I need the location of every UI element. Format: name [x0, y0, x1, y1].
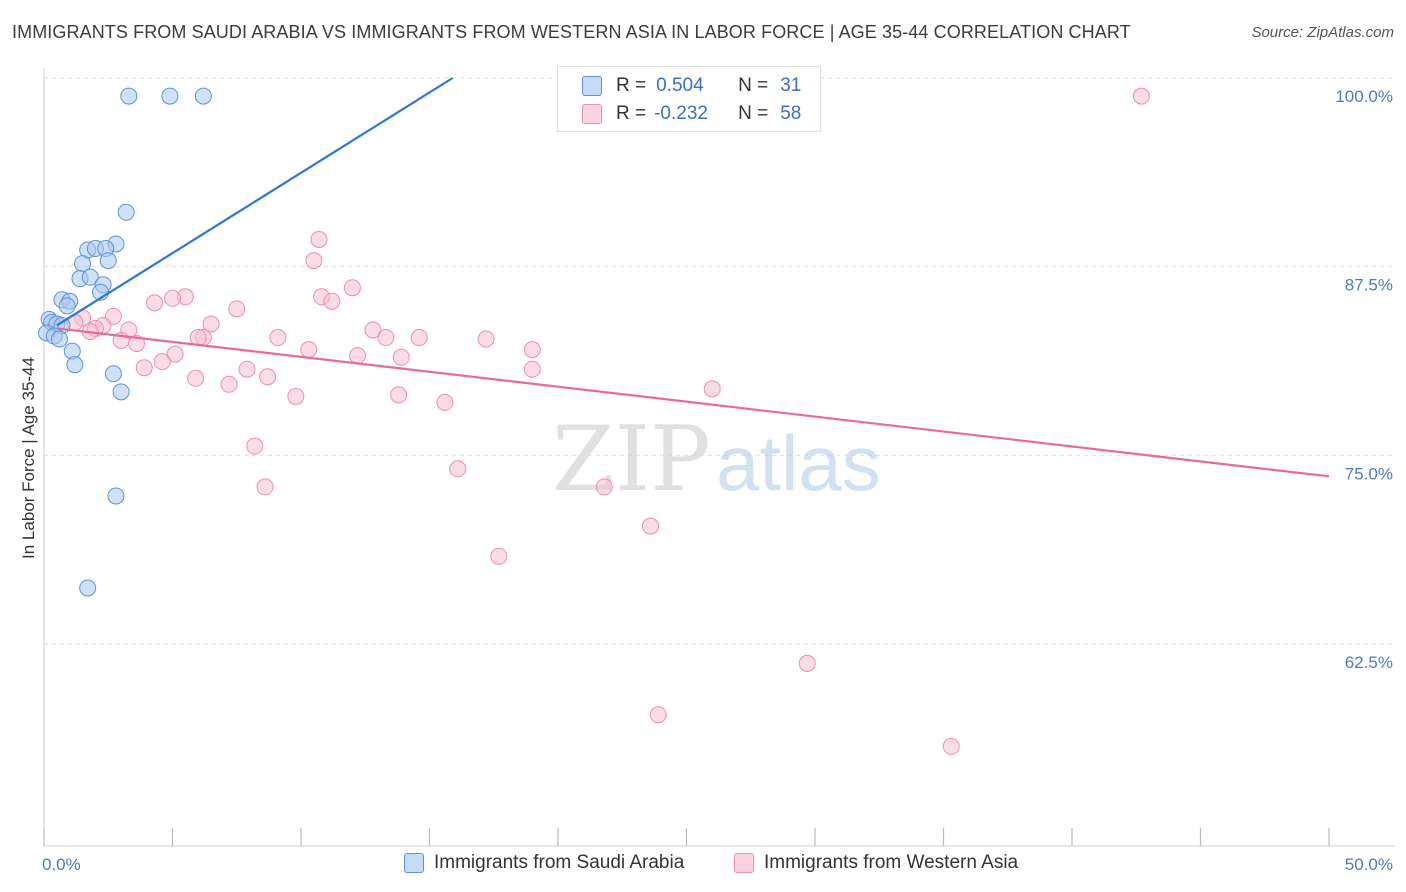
y-tick-label: 100.0% — [1335, 87, 1393, 106]
blue-point — [194, 87, 212, 105]
pink-point — [390, 386, 408, 404]
watermark-zip: ZIP — [552, 407, 711, 512]
stats-swatch-blue — [582, 76, 602, 96]
stats-row-pink: R = -0.232 N = 58 — [582, 101, 801, 127]
stats-row-blue: R = 0.504 N = 31 — [582, 73, 801, 99]
pink-point — [287, 387, 305, 405]
y-tick-label: 87.5% — [1345, 276, 1393, 295]
pink-point — [642, 517, 660, 535]
pink-point — [523, 360, 541, 378]
tick-labels: 100.0% 87.5% 75.0% 62.5% 0.0% 50.0% — [42, 87, 1393, 874]
pink-point — [798, 654, 816, 672]
blue-point — [107, 487, 125, 505]
stats-n-value: 58 — [780, 103, 802, 124]
pink-point — [349, 347, 367, 365]
blue-point — [79, 579, 97, 597]
pink-point — [377, 329, 395, 347]
pink-point — [187, 369, 205, 387]
stats-n-label: N = — [738, 75, 769, 96]
blue-point — [66, 356, 84, 374]
stats-legend: R = 0.504 N = 31 R = -0.232 N = 58 — [557, 66, 821, 132]
axes — [43, 68, 1395, 847]
y-tick-label: 62.5% — [1345, 653, 1393, 672]
stats-r-label: R = — [616, 75, 647, 96]
pink-point — [189, 329, 207, 347]
legend-swatch-blue — [404, 853, 424, 873]
pink-trend-line — [56, 327, 1330, 478]
pink-point — [490, 547, 508, 565]
legend-swatch-pink — [734, 853, 754, 873]
blue-point — [50, 330, 68, 348]
blue-point — [104, 365, 122, 383]
blue-point — [120, 87, 138, 105]
blue-point — [58, 297, 76, 315]
pink-point — [323, 292, 341, 310]
pink-point — [269, 329, 287, 347]
pink-point — [310, 230, 328, 248]
legend-label: Immigrants from Western Asia — [764, 852, 1019, 873]
pink-point — [703, 380, 721, 398]
watermark-atlas: atlas — [716, 419, 881, 507]
chart-title: IMMIGRANTS FROM SAUDI ARABIA VS IMMIGRAN… — [12, 22, 1131, 42]
pink-point — [246, 437, 264, 455]
pink-point — [166, 345, 184, 363]
pink-point — [436, 393, 454, 411]
stats-n-value: 31 — [780, 75, 802, 96]
pink-point — [305, 252, 323, 270]
pink-point — [146, 294, 164, 312]
stats-r-value: -0.232 — [654, 103, 708, 124]
x-tick-label: 50.0% — [1345, 855, 1393, 874]
pink-points — [66, 87, 1150, 755]
pink-point — [595, 478, 613, 496]
pink-point — [649, 706, 667, 724]
source-label: Source: ZipAtlas.com — [1251, 24, 1394, 41]
pink-point — [1132, 87, 1150, 105]
stats-r-label: R = — [616, 103, 647, 124]
stats-r-value: 0.504 — [656, 75, 704, 96]
legend-label: Immigrants from Saudi Arabia — [434, 852, 685, 873]
bottom-legend: Immigrants from Saudi Arabia Immigrants … — [0, 852, 1406, 878]
blue-trend-line — [56, 77, 454, 327]
pink-point — [228, 300, 246, 318]
pink-point — [135, 359, 153, 377]
stats-n-label: N = — [738, 103, 769, 124]
blue-point — [112, 383, 130, 401]
pink-point — [364, 321, 382, 339]
pink-point — [523, 341, 541, 359]
stats-swatch-pink — [582, 104, 602, 124]
y-tick-label: 75.0% — [1345, 464, 1393, 483]
pink-point — [343, 279, 361, 297]
pink-point — [238, 360, 256, 378]
trend-lines — [56, 77, 1330, 478]
pink-point — [153, 353, 171, 371]
pink-point — [477, 330, 495, 348]
pink-point — [128, 335, 146, 353]
pink-point — [164, 289, 181, 307]
legend-item-saudi-arabia[interactable]: Immigrants from Saudi Arabia — [404, 852, 684, 874]
y-axis-label: In Labor Force | Age 35-44 — [19, 357, 38, 559]
pink-point — [259, 368, 277, 386]
blue-point — [81, 268, 99, 286]
blue-point — [117, 203, 135, 221]
x-tick-label: 0.0% — [42, 855, 81, 874]
legend-item-western-asia[interactable]: Immigrants from Western Asia — [734, 852, 1018, 874]
pink-point — [392, 348, 410, 366]
pink-point — [300, 341, 318, 359]
pink-point — [256, 478, 274, 496]
pink-point — [410, 329, 428, 347]
pink-point — [220, 375, 238, 393]
pink-point — [449, 460, 467, 478]
blue-point — [99, 252, 117, 270]
pink-point — [202, 315, 220, 333]
pink-point — [942, 737, 960, 755]
blue-point — [161, 87, 179, 105]
